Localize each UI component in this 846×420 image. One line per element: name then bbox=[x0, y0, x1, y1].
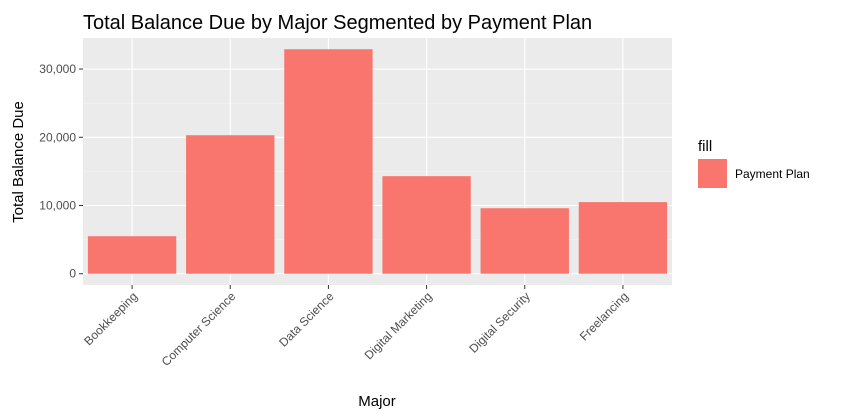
y-tick-label: 20,000 bbox=[39, 130, 76, 144]
bar bbox=[382, 176, 471, 274]
x-axis-title: Major bbox=[358, 393, 396, 410]
bar bbox=[480, 208, 569, 274]
bar bbox=[87, 236, 177, 274]
x-tick-label: Computer Science bbox=[159, 289, 239, 369]
x-axis-ticks: Bookkeeping Computer Science Data Science D… bbox=[81, 285, 631, 369]
bar bbox=[578, 202, 668, 274]
y-axis-title: Total Balance Due bbox=[10, 101, 27, 223]
y-axis-ticks: 0 10,000 20,000 30,000 bbox=[39, 62, 83, 281]
x-tick-label: Digital Security bbox=[466, 289, 532, 355]
x-tick-label: Digital Marketing bbox=[362, 289, 435, 362]
legend-key bbox=[698, 159, 727, 188]
x-tick-label: Freelancing bbox=[577, 289, 631, 343]
legend-label: Payment Plan bbox=[735, 167, 810, 181]
y-tick-label: 30,000 bbox=[39, 62, 76, 76]
y-tick-label: 10,000 bbox=[39, 199, 76, 213]
legend-title: fill bbox=[698, 138, 712, 155]
plot-panel bbox=[83, 38, 672, 285]
y-tick-label: 0 bbox=[69, 267, 76, 281]
x-tick-label: Data Science bbox=[276, 289, 337, 350]
bar bbox=[186, 135, 275, 274]
bars bbox=[87, 49, 668, 274]
chart-title: Total Balance Due by Major Segmented by … bbox=[83, 12, 592, 34]
x-tick-label: Bookkeeping bbox=[81, 289, 140, 348]
bar bbox=[284, 49, 373, 274]
legend: fill Payment Plan bbox=[698, 138, 810, 188]
